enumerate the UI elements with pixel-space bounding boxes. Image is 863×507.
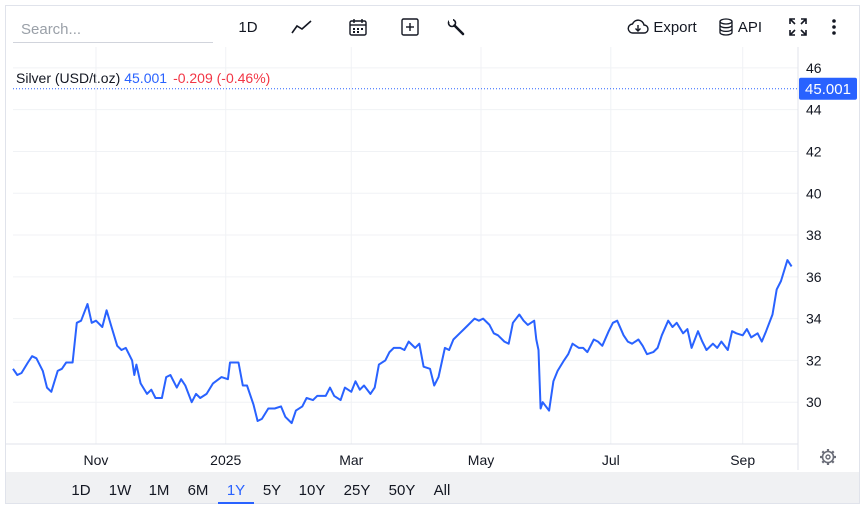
range-button-10y[interactable]: 10Y xyxy=(298,482,326,499)
time-range-bar xyxy=(6,472,859,503)
y-tick-label: 46 xyxy=(806,60,822,76)
chart-widget xyxy=(5,5,860,504)
y-tick-label: 42 xyxy=(806,143,822,159)
x-tick-label: May xyxy=(468,452,494,468)
price-series-line xyxy=(12,259,793,425)
legend-change: -0.209 (-0.46%) xyxy=(173,70,271,86)
range-button-1m[interactable]: 1M xyxy=(148,482,170,499)
api-button[interactable]: API xyxy=(716,14,764,40)
y-tick-label: 30 xyxy=(806,394,822,410)
y-axis: 30 32 34 36 38 40 42 44 46 xyxy=(797,47,822,470)
y-tick-label: 40 xyxy=(806,185,822,201)
calendar-icon xyxy=(348,17,368,37)
compare-button[interactable] xyxy=(398,14,422,40)
y-tick-label: 36 xyxy=(806,269,822,285)
range-button-5y[interactable]: 5Y xyxy=(262,482,282,499)
range-button-50y[interactable]: 50Y xyxy=(388,482,416,499)
x-tick-label: Jul xyxy=(602,452,620,468)
search-input[interactable] xyxy=(13,17,213,43)
export-button[interactable]: Export xyxy=(626,14,698,40)
last-price-tag-label: 45.001 xyxy=(805,81,851,98)
range-button-1d[interactable]: 1D xyxy=(71,482,91,499)
y-tick-label: 34 xyxy=(806,311,822,327)
interval-label: 1D xyxy=(238,18,258,36)
date-range-button[interactable] xyxy=(346,14,370,40)
x-axis: Nov 2025 Mar May Jul Sep xyxy=(6,443,798,468)
last-price-tag: 45.001 xyxy=(799,77,857,100)
x-tick-label: Sep xyxy=(730,452,755,468)
more-vertical-icon xyxy=(831,18,837,36)
chart-legend: Silver (USD/t.oz) 45.001 -0.209 (-0.46%) xyxy=(16,70,270,86)
interval-button[interactable]: 1D xyxy=(236,14,260,40)
range-button-all[interactable]: All xyxy=(433,482,451,499)
x-tick-label: Nov xyxy=(84,452,109,468)
gear-icon[interactable] xyxy=(820,449,836,465)
more-button[interactable] xyxy=(826,14,842,40)
add-square-icon xyxy=(400,17,420,37)
y-tick-label: 44 xyxy=(806,102,822,118)
range-button-6m[interactable]: 6M xyxy=(187,482,209,499)
cloud-download-icon xyxy=(627,19,649,35)
range-button-25y[interactable]: 25Y xyxy=(343,482,371,499)
settings-tool-button[interactable] xyxy=(444,14,468,40)
range-button-1y[interactable]: 1Y xyxy=(226,482,246,499)
chart-type-button[interactable] xyxy=(290,14,314,40)
y-tick-label: 32 xyxy=(806,352,822,368)
range-button-1w[interactable]: 1W xyxy=(108,482,132,499)
y-tick-label: 38 xyxy=(806,227,822,243)
export-label: Export xyxy=(653,18,697,36)
active-range-underline xyxy=(218,502,254,504)
line-chart-icon xyxy=(291,19,313,35)
fullscreen-icon xyxy=(788,17,808,37)
database-icon xyxy=(718,18,734,36)
legend-symbol: Silver (USD/t.oz) xyxy=(16,70,121,86)
wrench-icon xyxy=(446,17,466,37)
x-tick-label: 2025 xyxy=(210,452,241,468)
fullscreen-button[interactable] xyxy=(786,14,810,40)
legend-value: 45.001 xyxy=(124,70,168,86)
chart-grid xyxy=(13,47,798,444)
x-tick-label: Mar xyxy=(339,452,363,468)
api-label: API xyxy=(737,18,763,36)
